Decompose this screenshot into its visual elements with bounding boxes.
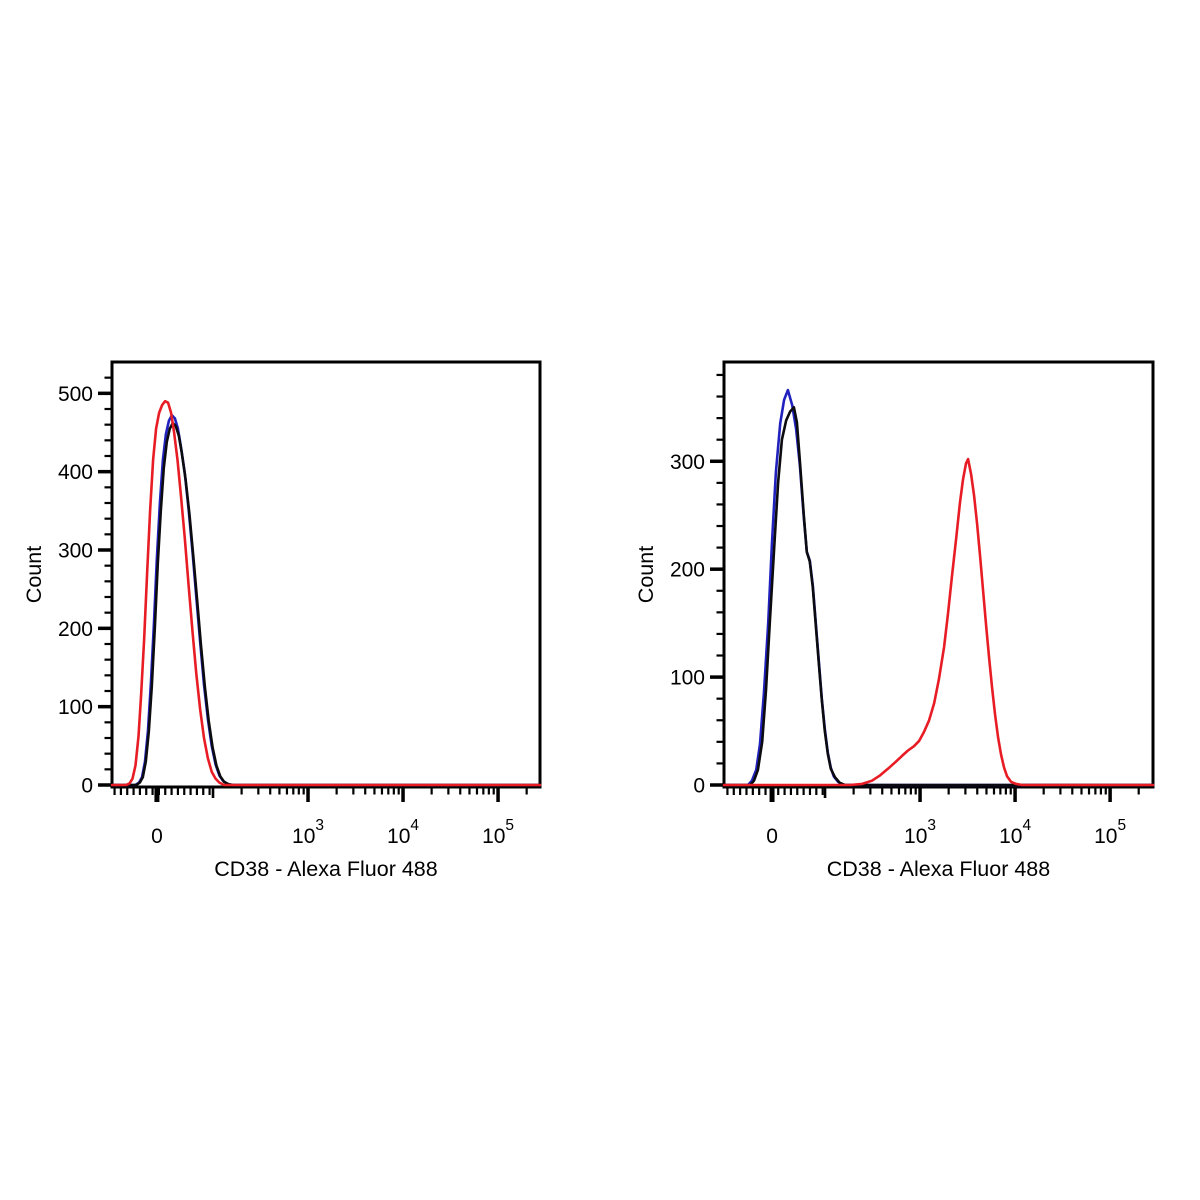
- y-tick-label: 500: [58, 383, 93, 406]
- left-x-axis: 0 103 104 105: [113, 788, 528, 848]
- y-tick-label: 200: [670, 559, 705, 582]
- left-y-axis-title: Count: [22, 546, 46, 603]
- x-tick-label-decade: 105: [1094, 817, 1126, 848]
- x-tick-label-decade: 103: [904, 817, 936, 848]
- right-curve-blue: [722, 388, 1155, 787]
- x-tick-label-decade: 105: [482, 817, 514, 848]
- y-tick-label: 100: [670, 667, 705, 690]
- histogram-panel-left: 0 100 200 300 400 500 0 103 104 105 Count CD38 - Al…: [22, 360, 542, 881]
- left-curves: [110, 399, 542, 787]
- right-x-axis: 0 103 104 105: [726, 788, 1140, 848]
- y-tick-label: 300: [670, 451, 705, 474]
- right-x-axis-title: CD38 - Alexa Fluor 488: [827, 857, 1051, 881]
- x-tick-label-zero: 0: [766, 825, 778, 848]
- right-curve-red: [722, 457, 1155, 787]
- left-y-axis: 0 100 200 300 400 500: [58, 376, 112, 798]
- left-curve-blue: [110, 414, 542, 787]
- histogram-panel-right: 0 100 200 300 0 103 104 105 Count CD38 - Alexa Fl…: [634, 360, 1155, 881]
- left-curve-black: [110, 421, 542, 787]
- y-tick-label: 400: [58, 461, 93, 484]
- x-tick-label-decade: 104: [999, 817, 1031, 848]
- y-tick-label: 0: [81, 775, 93, 798]
- right-y-axis-title: Count: [634, 546, 658, 603]
- y-tick-label: 300: [58, 540, 93, 563]
- y-tick-label: 100: [58, 696, 93, 719]
- right-y-axis: 0 100 200 300: [670, 373, 724, 798]
- x-tick-label-decade: 104: [387, 817, 419, 848]
- left-plot-frame: [110, 360, 542, 789]
- left-x-axis-title: CD38 - Alexa Fluor 488: [214, 857, 438, 881]
- y-tick-label: 200: [58, 618, 93, 641]
- left-curve-red: [110, 399, 542, 787]
- right-curves: [722, 388, 1155, 787]
- x-tick-label-decade: 103: [292, 817, 324, 848]
- x-tick-label-zero: 0: [151, 825, 163, 848]
- y-tick-label: 0: [693, 775, 705, 798]
- right-curve-black: [722, 406, 1155, 787]
- right-plot-frame: [722, 360, 1155, 789]
